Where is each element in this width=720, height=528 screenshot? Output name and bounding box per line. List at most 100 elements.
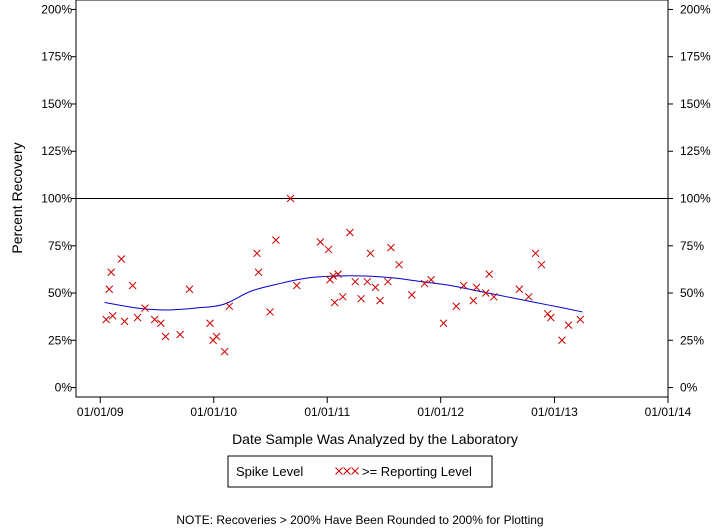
data-point	[472, 283, 481, 292]
data-point	[253, 249, 261, 258]
data-point	[531, 249, 540, 258]
y-tick-label-left: 175%	[41, 50, 72, 64]
data-point	[157, 319, 165, 328]
x-tick-label: 01/01/09	[77, 405, 124, 419]
data-point	[420, 279, 429, 288]
spike-level-line	[104, 275, 583, 313]
y-tick-label-left: 75%	[48, 239, 72, 253]
data-point	[330, 298, 339, 307]
y-tick-label-right: 175%	[680, 50, 711, 64]
data-point	[558, 336, 566, 345]
x-tick-label: 01/01/14	[645, 405, 692, 419]
legend-label-spike-level: Spike Level	[236, 464, 303, 479]
data-point	[515, 285, 524, 294]
data-point	[459, 281, 468, 290]
data-point	[524, 292, 533, 301]
data-point	[469, 296, 478, 305]
y-tick-label-right: 100%	[680, 192, 711, 206]
legend-label-reporting-level: >= Reporting Level	[362, 464, 472, 479]
data-point	[117, 255, 126, 263]
y-tick-label-right: 25%	[680, 333, 704, 347]
x-axis-title: Date Sample Was Analyzed by the Laborato…	[232, 431, 518, 447]
data-point	[212, 332, 221, 341]
data-point	[120, 317, 129, 326]
data-point	[366, 249, 375, 258]
y-tick-label-right: 150%	[680, 97, 711, 111]
y-tick-label-left: 50%	[48, 286, 72, 300]
legend-x-marker	[351, 467, 359, 475]
data-point	[329, 272, 337, 280]
data-point	[150, 315, 159, 324]
y-axis-right: 0% 25% 50% 75% 100% 125% 150% 175% 200%	[668, 2, 711, 395]
data-point	[220, 347, 229, 356]
data-point	[141, 304, 149, 313]
data-point	[338, 292, 347, 301]
data-point	[272, 236, 280, 244]
data-point	[427, 275, 435, 284]
data-point	[452, 302, 461, 311]
data-point	[346, 228, 354, 237]
data-point	[316, 238, 325, 246]
data-point	[371, 283, 380, 292]
data-point	[266, 308, 274, 316]
data-point	[357, 294, 365, 303]
data-point	[185, 285, 194, 294]
data-point	[490, 292, 498, 301]
y-tick-label-right: 200%	[680, 2, 711, 16]
legend-x-marker	[343, 467, 351, 475]
data-point	[107, 268, 115, 277]
data-point	[286, 194, 295, 203]
data-point	[439, 319, 448, 328]
data-point	[576, 315, 585, 324]
data-point	[387, 243, 395, 252]
data-point	[176, 330, 185, 339]
data-point	[384, 277, 392, 286]
legend: Spike Level >= Reporting Level	[227, 455, 493, 488]
data-point	[206, 319, 214, 328]
y-tick-label-left: 150%	[41, 97, 72, 111]
reporting-level-series	[102, 194, 585, 356]
y-tick-label-right: 75%	[680, 239, 704, 253]
x-tick-label: 01/01/13	[531, 405, 578, 419]
data-point	[407, 291, 416, 299]
data-point	[133, 313, 142, 322]
data-point	[376, 296, 384, 305]
legend-x-marker	[335, 467, 343, 475]
data-point	[254, 268, 263, 277]
spike-level-series	[104, 275, 583, 313]
data-point	[485, 270, 494, 278]
data-point	[395, 260, 403, 269]
data-point	[351, 277, 360, 286]
legend-box	[227, 455, 493, 488]
data-point	[564, 321, 573, 330]
y-tick-label-left: 25%	[48, 333, 72, 347]
data-point	[292, 281, 301, 290]
data-point	[108, 311, 117, 320]
y-tick-label-right: 50%	[680, 286, 704, 300]
y-tick-label-right: 125%	[680, 144, 711, 158]
y-tick-label-left: 100%	[41, 192, 72, 206]
data-point	[481, 289, 490, 297]
data-point	[546, 313, 555, 322]
data-point	[128, 281, 137, 290]
data-point	[105, 285, 114, 294]
x-axis: 01/01/09 01/01/10 01/01/11 01/01/12 01/01/13…	[77, 397, 692, 419]
data-point	[324, 245, 333, 254]
legend-marker-reporting-level	[335, 467, 359, 475]
data-point	[334, 270, 342, 278]
data-point	[102, 315, 111, 324]
data-point	[225, 302, 234, 311]
y-tick-label-left: 200%	[41, 2, 72, 16]
y-tick-label-left: 125%	[41, 144, 72, 158]
x-tick-label: 01/01/10	[190, 405, 237, 419]
data-point	[363, 277, 372, 286]
data-point	[161, 332, 170, 341]
y-axis-title: Percent Recovery	[9, 142, 25, 253]
y-tick-label-right: 0%	[680, 381, 698, 395]
y-axis-left: 0% 25% 50% 75% 100% 125% 150% 175% 200%	[41, 2, 76, 395]
y-tick-label-left: 0%	[55, 381, 73, 395]
footnote: NOTE: Recoveries > 200% Have Been Rounde…	[176, 513, 543, 527]
x-tick-label: 01/01/12	[417, 405, 464, 419]
data-point	[537, 260, 546, 269]
